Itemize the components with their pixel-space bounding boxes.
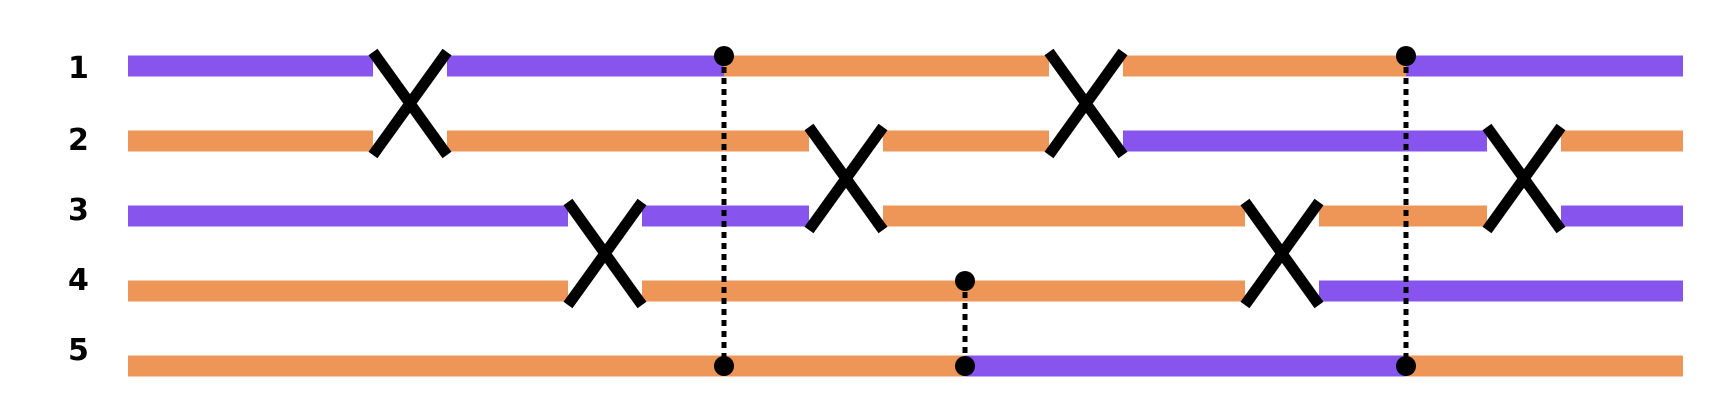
wire-label-5: 5 xyxy=(68,333,89,368)
connector-1-5 xyxy=(1396,46,1416,376)
swap-cross-icon xyxy=(1044,48,1128,159)
connector-dot-icon xyxy=(955,271,975,291)
wire-4-segment xyxy=(128,280,568,302)
wire-5-segment xyxy=(1406,355,1683,377)
wire-label-1: 1 xyxy=(68,51,89,86)
wire-2-segment xyxy=(883,130,1049,152)
wire-1-segment xyxy=(128,55,373,77)
wire-label-4: 4 xyxy=(68,263,89,298)
connector-dot-icon xyxy=(955,356,975,376)
swap-1-2 xyxy=(1044,48,1128,159)
swap-cross-icon xyxy=(368,48,452,159)
wire-label-3: 3 xyxy=(68,193,89,228)
swap-2-3 xyxy=(1482,123,1566,234)
wire-2-segment xyxy=(447,130,809,152)
swap-cross-icon xyxy=(1240,198,1324,309)
connector-4-5 xyxy=(955,271,975,376)
wire-1-segment xyxy=(1123,55,1406,77)
wire-2-segment xyxy=(1123,130,1487,152)
swap-cross-icon xyxy=(804,123,888,234)
wire-3-segment xyxy=(1561,205,1683,227)
swap-layer xyxy=(368,48,1566,309)
wire-2-segment xyxy=(1561,130,1683,152)
swap-1-2 xyxy=(368,48,452,159)
swap-cross-icon xyxy=(563,198,647,309)
connector-dot-icon xyxy=(714,46,734,66)
wire-label-layer: 1 2 3 4 5 xyxy=(68,51,89,368)
wire-4-segment xyxy=(1319,280,1683,302)
wire-5-segment xyxy=(128,355,724,377)
wire-2-segment xyxy=(128,130,373,152)
wire-layer xyxy=(128,55,1683,377)
connector-layer xyxy=(714,46,1416,376)
wire-4-segment xyxy=(642,280,965,302)
wire-5-segment xyxy=(724,355,965,377)
connector-dot-icon xyxy=(714,356,734,376)
wire-3-segment xyxy=(1319,205,1487,227)
wire-1-segment xyxy=(1406,55,1683,77)
swap-cross-icon xyxy=(1482,123,1566,234)
swap-3-4 xyxy=(563,198,647,309)
wire-4-segment xyxy=(965,280,1245,302)
wire-5-segment xyxy=(965,355,1406,377)
connector-dot-icon xyxy=(1396,356,1416,376)
wire-3-segment xyxy=(883,205,1245,227)
wire-1-segment xyxy=(447,55,724,77)
swap-3-4 xyxy=(1240,198,1324,309)
swap-2-3 xyxy=(804,123,888,234)
wire-1-segment xyxy=(724,55,1049,77)
wire-3-segment xyxy=(128,205,568,227)
wire-label-2: 2 xyxy=(68,123,89,158)
connector-1-5 xyxy=(714,46,734,376)
connector-dot-icon xyxy=(1396,46,1416,66)
